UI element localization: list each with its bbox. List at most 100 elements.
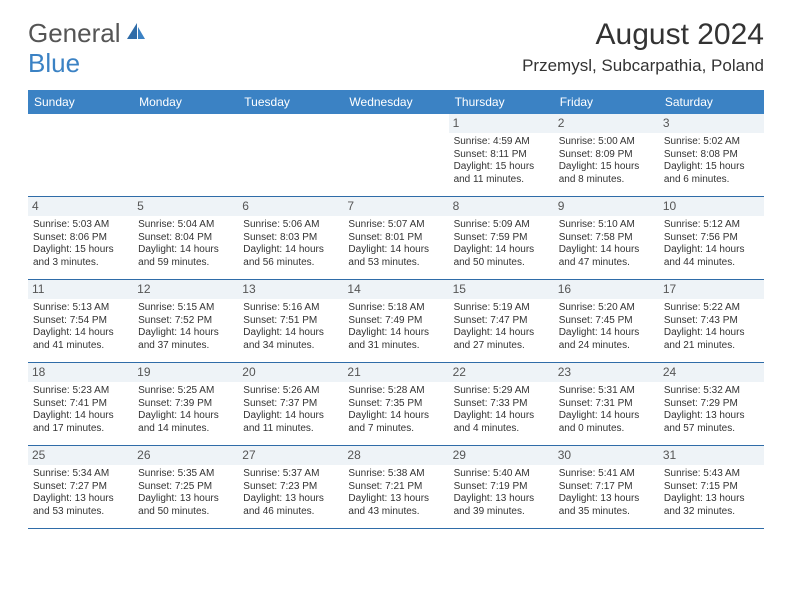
day-cell: 20Sunrise: 5:26 AMSunset: 7:37 PMDayligh… xyxy=(238,363,343,445)
sunrise-text: Sunrise: 5:26 AM xyxy=(243,385,338,398)
sunrise-text: Sunrise: 5:10 AM xyxy=(559,219,654,232)
sunset-text: Sunset: 8:09 PM xyxy=(559,149,654,162)
sunrise-text: Sunrise: 5:23 AM xyxy=(33,385,128,398)
sunrise-text: Sunrise: 5:41 AM xyxy=(559,468,654,481)
sunset-text: Sunset: 7:31 PM xyxy=(559,398,654,411)
sunrise-text: Sunrise: 5:31 AM xyxy=(559,385,654,398)
sunrise-text: Sunrise: 5:32 AM xyxy=(664,385,759,398)
day1-text: Daylight: 14 hours xyxy=(664,244,759,257)
sunset-text: Sunset: 7:47 PM xyxy=(454,315,549,328)
sunset-text: Sunset: 7:33 PM xyxy=(454,398,549,411)
day2-text: and 0 minutes. xyxy=(559,423,654,436)
day-cell: 19Sunrise: 5:25 AMSunset: 7:39 PMDayligh… xyxy=(133,363,238,445)
sunrise-text: Sunrise: 5:03 AM xyxy=(33,219,128,232)
day2-text: and 39 minutes. xyxy=(454,506,549,519)
sunrise-text: Sunrise: 5:06 AM xyxy=(243,219,338,232)
sunset-text: Sunset: 7:25 PM xyxy=(138,481,233,494)
day-number: 1 xyxy=(449,114,554,133)
day-number: 5 xyxy=(133,197,238,216)
sunset-text: Sunset: 7:56 PM xyxy=(664,232,759,245)
weekday-header-cell: Saturday xyxy=(659,90,764,114)
day1-text: Daylight: 14 hours xyxy=(559,244,654,257)
day1-text: Daylight: 14 hours xyxy=(33,410,128,423)
weekday-header-cell: Sunday xyxy=(28,90,133,114)
day2-text: and 59 minutes. xyxy=(138,257,233,270)
sunset-text: Sunset: 7:29 PM xyxy=(664,398,759,411)
day-number: 22 xyxy=(449,363,554,382)
sunset-text: Sunset: 7:21 PM xyxy=(348,481,443,494)
day-cell: 1Sunrise: 4:59 AMSunset: 8:11 PMDaylight… xyxy=(449,114,554,196)
day-number: 13 xyxy=(238,280,343,299)
day-cell: 27Sunrise: 5:37 AMSunset: 7:23 PMDayligh… xyxy=(238,446,343,528)
sunrise-text: Sunrise: 5:00 AM xyxy=(559,136,654,149)
day-cell: 24Sunrise: 5:32 AMSunset: 7:29 PMDayligh… xyxy=(659,363,764,445)
day1-text: Daylight: 13 hours xyxy=(559,493,654,506)
sunset-text: Sunset: 7:52 PM xyxy=(138,315,233,328)
day1-text: Daylight: 14 hours xyxy=(138,244,233,257)
week-row: 25Sunrise: 5:34 AMSunset: 7:27 PMDayligh… xyxy=(28,446,764,529)
day2-text: and 53 minutes. xyxy=(348,257,443,270)
day-number: 26 xyxy=(133,446,238,465)
day1-text: Daylight: 14 hours xyxy=(243,244,338,257)
day-cell: 29Sunrise: 5:40 AMSunset: 7:19 PMDayligh… xyxy=(449,446,554,528)
day-cell: 31Sunrise: 5:43 AMSunset: 7:15 PMDayligh… xyxy=(659,446,764,528)
day-number: 9 xyxy=(554,197,659,216)
day2-text: and 27 minutes. xyxy=(454,340,549,353)
day-number: 10 xyxy=(659,197,764,216)
day-number: 8 xyxy=(449,197,554,216)
day-cell: 6Sunrise: 5:06 AMSunset: 8:03 PMDaylight… xyxy=(238,197,343,279)
day-cell: 25Sunrise: 5:34 AMSunset: 7:27 PMDayligh… xyxy=(28,446,133,528)
day-number: 20 xyxy=(238,363,343,382)
sunrise-text: Sunrise: 5:40 AM xyxy=(454,468,549,481)
sunrise-text: Sunrise: 5:22 AM xyxy=(664,302,759,315)
day-number: 17 xyxy=(659,280,764,299)
day-number: 31 xyxy=(659,446,764,465)
sunset-text: Sunset: 8:03 PM xyxy=(243,232,338,245)
day-cell: 11Sunrise: 5:13 AMSunset: 7:54 PMDayligh… xyxy=(28,280,133,362)
day1-text: Daylight: 13 hours xyxy=(454,493,549,506)
day-cell-empty xyxy=(28,114,133,196)
day-cell: 9Sunrise: 5:10 AMSunset: 7:58 PMDaylight… xyxy=(554,197,659,279)
sunset-text: Sunset: 7:54 PM xyxy=(33,315,128,328)
day2-text: and 6 minutes. xyxy=(664,174,759,187)
week-row: 4Sunrise: 5:03 AMSunset: 8:06 PMDaylight… xyxy=(28,197,764,280)
day2-text: and 32 minutes. xyxy=(664,506,759,519)
weeks-container: 1Sunrise: 4:59 AMSunset: 8:11 PMDaylight… xyxy=(28,114,764,529)
day-number: 2 xyxy=(554,114,659,133)
month-title: August 2024 xyxy=(522,18,764,52)
logo-sail-icon xyxy=(125,21,147,46)
sunrise-text: Sunrise: 5:20 AM xyxy=(559,302,654,315)
day-number: 25 xyxy=(28,446,133,465)
day2-text: and 24 minutes. xyxy=(559,340,654,353)
sunset-text: Sunset: 7:23 PM xyxy=(243,481,338,494)
location-label: Przemysl, Subcarpathia, Poland xyxy=(522,56,764,76)
sunset-text: Sunset: 7:43 PM xyxy=(664,315,759,328)
sunrise-text: Sunrise: 5:12 AM xyxy=(664,219,759,232)
sunset-text: Sunset: 8:08 PM xyxy=(664,149,759,162)
sunrise-text: Sunrise: 4:59 AM xyxy=(454,136,549,149)
day-number: 23 xyxy=(554,363,659,382)
day2-text: and 56 minutes. xyxy=(243,257,338,270)
day1-text: Daylight: 15 hours xyxy=(559,161,654,174)
day-cell: 5Sunrise: 5:04 AMSunset: 8:04 PMDaylight… xyxy=(133,197,238,279)
sunset-text: Sunset: 7:51 PM xyxy=(243,315,338,328)
sunset-text: Sunset: 7:17 PM xyxy=(559,481,654,494)
day1-text: Daylight: 13 hours xyxy=(138,493,233,506)
day-cell: 7Sunrise: 5:07 AMSunset: 8:01 PMDaylight… xyxy=(343,197,448,279)
day-cell-empty xyxy=(238,114,343,196)
week-row: 11Sunrise: 5:13 AMSunset: 7:54 PMDayligh… xyxy=(28,280,764,363)
day-number: 24 xyxy=(659,363,764,382)
logo-text-blue: Blue xyxy=(28,48,80,78)
day1-text: Daylight: 13 hours xyxy=(243,493,338,506)
sunrise-text: Sunrise: 5:19 AM xyxy=(454,302,549,315)
day-cell: 8Sunrise: 5:09 AMSunset: 7:59 PMDaylight… xyxy=(449,197,554,279)
day-cell: 14Sunrise: 5:18 AMSunset: 7:49 PMDayligh… xyxy=(343,280,448,362)
day-cell: 28Sunrise: 5:38 AMSunset: 7:21 PMDayligh… xyxy=(343,446,448,528)
day2-text: and 31 minutes. xyxy=(348,340,443,353)
day-cell: 18Sunrise: 5:23 AMSunset: 7:41 PMDayligh… xyxy=(28,363,133,445)
sunrise-text: Sunrise: 5:16 AM xyxy=(243,302,338,315)
day2-text: and 44 minutes. xyxy=(664,257,759,270)
sunset-text: Sunset: 8:06 PM xyxy=(33,232,128,245)
week-row: 1Sunrise: 4:59 AMSunset: 8:11 PMDaylight… xyxy=(28,114,764,197)
day-number: 15 xyxy=(449,280,554,299)
